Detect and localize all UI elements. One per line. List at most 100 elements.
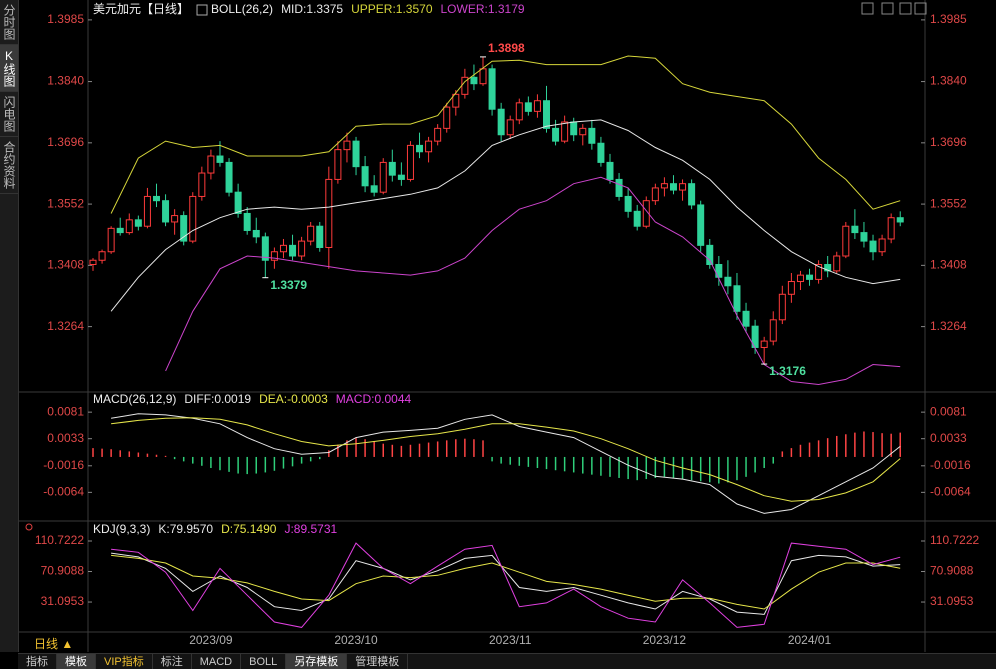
- candle-body: [361, 166, 369, 187]
- y-tick-label: 0.0033: [47, 431, 84, 445]
- sidebar: 分时图 K线图 闪电图 合约资料: [0, 0, 19, 652]
- tab[interactable]: BOLL: [241, 654, 287, 669]
- candle-body: [533, 100, 541, 112]
- chart-title: MACD(26,12,9): [93, 392, 176, 406]
- candle-body: [116, 227, 124, 234]
- sidebar-tab[interactable]: 分时图: [0, 0, 18, 45]
- candle-body: [497, 108, 505, 136]
- candle-body: [815, 264, 823, 280]
- legend-entry: MACD:0.0044: [336, 392, 412, 406]
- candle-body: [588, 127, 596, 144]
- y-tick-label-right: 110.7222: [930, 533, 979, 547]
- y-tick-label: 110.7222: [35, 533, 84, 547]
- candle-body: [388, 161, 396, 176]
- indicator-line: [110, 55, 901, 214]
- button[interactable]: [881, 2, 894, 15]
- period-selector[interactable]: 日线 ▲: [34, 637, 74, 651]
- candle-body: [606, 161, 614, 180]
- candle-body: [452, 93, 460, 108]
- candle-body: [279, 244, 287, 253]
- annotation: 1.3176: [769, 364, 806, 378]
- button[interactable]: [861, 2, 874, 15]
- candle-body: [316, 225, 324, 248]
- candle-body: [152, 195, 160, 202]
- candle-body: [742, 310, 750, 327]
- candle-body: [760, 340, 768, 348]
- candle-body: [189, 195, 197, 242]
- candle-body: [579, 127, 587, 136]
- candle-body: [552, 127, 560, 142]
- x-tick-label: 2024/01: [788, 633, 832, 647]
- candle-body: [488, 68, 496, 110]
- candle-body: [225, 161, 233, 193]
- candle-body: [697, 204, 705, 246]
- y-tick-label-right: 1.3985: [930, 12, 967, 26]
- sidebar-tab[interactable]: 闪电图: [0, 92, 18, 137]
- y-tick-label-right: 0.0081: [930, 404, 967, 418]
- candle-body: [98, 251, 106, 261]
- tab[interactable]: 标注: [153, 654, 192, 669]
- y-tick-label: 1.3408: [47, 258, 84, 272]
- sidebar-tab[interactable]: K线图: [0, 45, 18, 92]
- chart-title: 美元加元【日线】: [93, 2, 189, 16]
- button[interactable]: [914, 2, 927, 15]
- candle-body: [651, 187, 659, 202]
- candle-body: [851, 225, 859, 234]
- candle-body: [352, 140, 360, 168]
- tab[interactable]: 指标: [18, 654, 57, 669]
- legend-entry: MID:1.3375: [281, 2, 343, 16]
- tab[interactable]: MACD: [192, 654, 242, 669]
- candle-body: [769, 319, 777, 342]
- candle-body: [234, 191, 242, 214]
- y-tick-label-right: 1.3696: [930, 135, 967, 149]
- candle-body: [434, 127, 442, 142]
- candle-body: [307, 225, 315, 242]
- tab[interactable]: 管理模板: [347, 654, 409, 669]
- candle-body: [180, 215, 188, 242]
- candle-body: [733, 285, 741, 312]
- candle-body: [470, 76, 478, 85]
- legend-entry: UPPER:1.3570: [351, 2, 433, 16]
- candle-body: [425, 140, 433, 153]
- tab[interactable]: VIP指标: [96, 654, 153, 669]
- candle-body: [624, 195, 632, 212]
- candle-body: [806, 274, 814, 280]
- x-tick-label: 2023/09: [189, 633, 233, 647]
- sidebar-tab[interactable]: 合约资料: [0, 137, 18, 194]
- y-tick-label: 1.3840: [47, 74, 84, 88]
- tab[interactable]: 模板: [57, 654, 96, 669]
- indicator-line: [165, 176, 901, 386]
- tab-bar: 指标 模板 VIP指标 标注 MACD BOLL 另存模板 管理模板: [18, 653, 996, 669]
- candle-body: [615, 178, 623, 197]
- y-tick-label-right: -0.0064: [930, 485, 971, 499]
- candle-body: [642, 200, 650, 227]
- candle-body: [397, 174, 405, 180]
- candle-body: [706, 244, 714, 266]
- candle-body: [824, 264, 832, 272]
- tab[interactable]: 另存模板: [286, 654, 348, 669]
- y-tick-label-right: 31.0953: [930, 594, 974, 608]
- indicator-line: [111, 413, 901, 514]
- y-tick-label-right: 1.3840: [930, 74, 967, 88]
- indicator-line: [111, 542, 901, 628]
- annotation: 1.3898: [488, 41, 525, 55]
- x-tick-label: 2023/12: [643, 633, 687, 647]
- y-tick-label: 1.3985: [47, 12, 84, 26]
- candle-body: [570, 121, 578, 136]
- window-buttons: [861, 2, 927, 15]
- legend-entry: J:89.5731: [284, 522, 337, 536]
- candle-body: [524, 102, 532, 112]
- candle-body: [679, 183, 687, 191]
- settings-icon[interactable]: [25, 523, 33, 531]
- candle-body: [216, 155, 224, 163]
- candle-body: [597, 142, 605, 163]
- candle-body: [261, 236, 269, 261]
- candle-body: [298, 240, 306, 257]
- candle-body: [334, 149, 342, 180]
- candle-body: [860, 232, 868, 242]
- y-tick-label-right: 70.9088: [930, 564, 974, 578]
- legend-entry: DEA:-0.0003: [259, 392, 328, 406]
- candle-body: [833, 255, 841, 272]
- button[interactable]: [899, 2, 912, 15]
